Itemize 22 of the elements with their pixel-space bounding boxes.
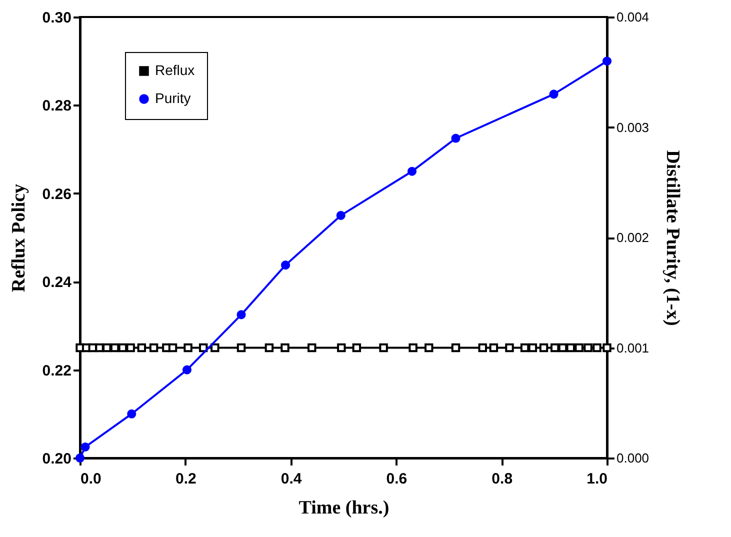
x-axis-title: Time (hrs.) — [298, 498, 390, 518]
x-tick-label: 0.0 — [80, 470, 102, 488]
x-tick-label: 1.0 — [586, 470, 608, 488]
y2-tick-label: 0.001 — [616, 340, 650, 356]
y-tick-label: 0.22 — [42, 362, 72, 380]
y-tick-label: 0.20 — [42, 450, 72, 468]
y-tick-label: 0.24 — [42, 274, 72, 292]
x-tick-label: 0.6 — [386, 470, 408, 488]
legend-label: Reflux — [155, 62, 195, 78]
y2-tick-label: 0.003 — [616, 120, 650, 135]
y2-axis-title: Distillate Purity, (1-x) — [662, 150, 684, 326]
legend-label: Purity — [155, 90, 191, 106]
y-tick-label: 0.28 — [42, 98, 72, 115]
x-tick-label: 0.8 — [492, 470, 513, 488]
x-tick-label: 0.2 — [175, 470, 196, 488]
x-tick-label: 0.4 — [280, 470, 302, 488]
y-axis-title: Reflux Policy — [8, 183, 30, 292]
y2-tick-label: 0.000 — [616, 450, 650, 466]
y2-tick-label: 0.002 — [616, 230, 650, 245]
y-tick-label: 0.30 — [42, 10, 72, 26]
y-tick-label: 0.26 — [42, 186, 72, 203]
y2-tick-label: 0.004 — [616, 10, 650, 24]
